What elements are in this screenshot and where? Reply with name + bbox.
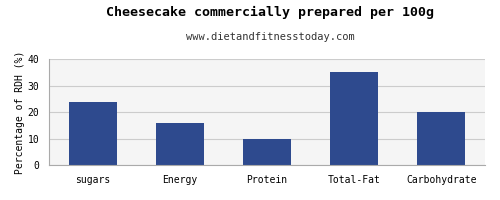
- Bar: [243, 139, 291, 165]
- Bar: [156, 123, 204, 165]
- Bar: [330, 72, 378, 165]
- Title: Cheesecake commercially prepared per 100g
www.dietandfitnesstoday.com: Cheesecake commercially prepared per 100…: [0, 199, 1, 200]
- Bar: [418, 112, 465, 165]
- Text: Cheesecake commercially prepared per 100g: Cheesecake commercially prepared per 100…: [106, 6, 434, 19]
- Text: www.dietandfitnesstoday.com: www.dietandfitnesstoday.com: [186, 32, 354, 42]
- Bar: [69, 102, 117, 165]
- Y-axis label: Percentage of RDH (%): Percentage of RDH (%): [15, 50, 25, 174]
